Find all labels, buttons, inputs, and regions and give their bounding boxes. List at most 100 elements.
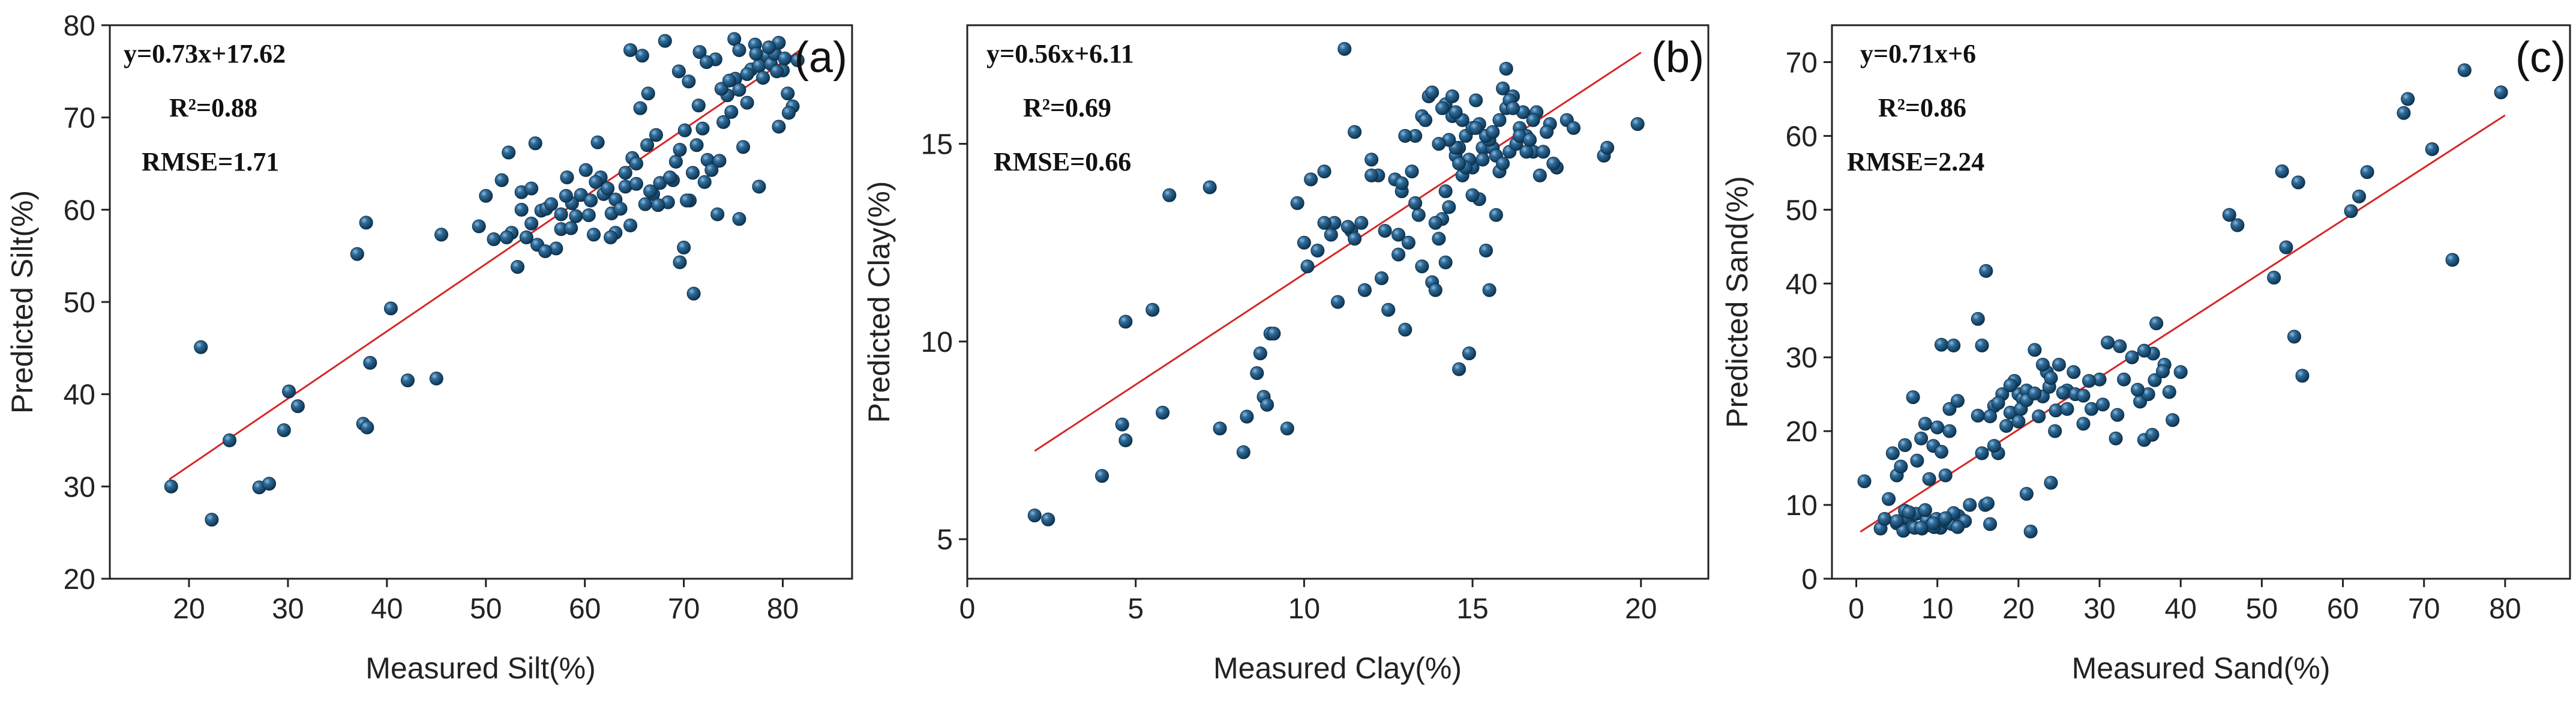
data-point [2494,85,2508,100]
data-point [559,189,573,203]
data-point [589,175,603,189]
data-point [618,166,632,180]
data-point [732,83,746,97]
rmse-b: RMSE=0.66 [994,147,1131,177]
data-point [363,355,377,370]
data-point [1253,346,1267,361]
data-point [511,260,525,274]
panel-label-b: (b) [1651,34,1704,82]
data-point [1236,445,1250,459]
y-tick-label: 40 [1786,268,1818,300]
data-point [554,207,568,222]
data-point [2148,373,2162,387]
data-point [2457,63,2472,77]
data-point [1971,408,1985,423]
y-axis-title-c: Predicted Sand(%) [1720,176,1754,428]
data-point [1442,200,1456,214]
data-point [1381,303,1396,317]
data-point [282,384,296,399]
data-point [1415,259,1429,274]
data-point [383,301,398,316]
data-point [1926,516,1941,531]
data-point [2166,413,2180,427]
data-point [569,209,583,223]
data-point [697,175,712,189]
data-point [623,218,638,232]
data-point [1983,517,1998,531]
data-point [2067,365,2081,379]
data-point [641,86,655,101]
data-point [1378,223,1392,238]
data-point [494,173,509,187]
x-tick-label: 80 [767,593,799,625]
data-point [2076,417,2091,431]
data-point [2019,487,2034,501]
data-point [1348,232,1362,246]
data-point [712,154,727,168]
data-point [538,244,553,258]
y-ticks-b: 5 10 15 [921,129,967,556]
data-point [2397,106,2411,120]
data-point [2044,475,2058,490]
data-point [205,513,219,527]
data-point [663,170,677,185]
data-point [629,177,643,191]
data-point [2101,336,2115,350]
data-point [1300,259,1315,274]
x-tick-label: 20 [173,593,205,625]
data-point [2173,365,2188,379]
data-point [1041,512,1055,526]
data-point [2056,385,2070,400]
data-point [1449,105,1463,119]
data-point [1947,339,1961,353]
data-point [1914,520,1929,535]
data-point [1297,235,1311,250]
data-point [2095,397,2110,412]
data-point [2149,316,2164,331]
data-point [2131,382,2145,397]
x-axis-title-c: Measured Sand(%) [2072,651,2331,685]
data-point [732,212,746,226]
data-point [1930,420,1945,435]
data-point [685,166,700,180]
y-tick-label: 70 [64,103,95,134]
data-point [1115,417,1129,432]
data-point [2145,427,2160,442]
y-ticks-a: 20 30 40 50 60 70 80 [64,10,110,596]
panel-a: 20 30 40 50 60 70 80 20 30 40 50 60 70 80 y=0.73x+17… [5,10,853,685]
data-point [1365,168,1379,183]
data-point [1438,184,1453,199]
data-point [1392,247,1406,262]
y-tick-label: 50 [1786,195,1818,226]
data-point [1445,89,1459,104]
data-point [1354,216,1369,230]
data-point [1465,188,1480,202]
data-point [1894,459,1908,474]
data-point [2352,189,2367,204]
data-point [1934,445,1948,459]
data-point [2125,350,2139,364]
data-point [194,340,208,354]
x-tick-label: 40 [371,593,403,625]
data-point [1452,362,1467,376]
data-point [1885,446,1900,460]
data-point [1162,188,1177,202]
data-point [2032,409,2046,424]
x-axis-title-b: Measured Clay(%) [1213,651,1462,685]
data-point [1987,439,2001,453]
data-point [1428,216,1443,230]
y-tick-label: 30 [64,471,95,503]
data-point [781,106,796,120]
data-point [1202,180,1217,195]
data-point [1365,152,1379,167]
data-point [1469,93,1483,107]
data-point [1489,208,1503,222]
y-tick-label: 60 [1786,121,1818,152]
data-point [1971,312,1985,326]
x-tick-label: 80 [2489,593,2521,625]
x-tick-label: 30 [272,593,304,625]
data-point [584,193,598,208]
data-point [673,142,687,157]
data-point [1975,446,1989,460]
data-point [2360,165,2374,180]
